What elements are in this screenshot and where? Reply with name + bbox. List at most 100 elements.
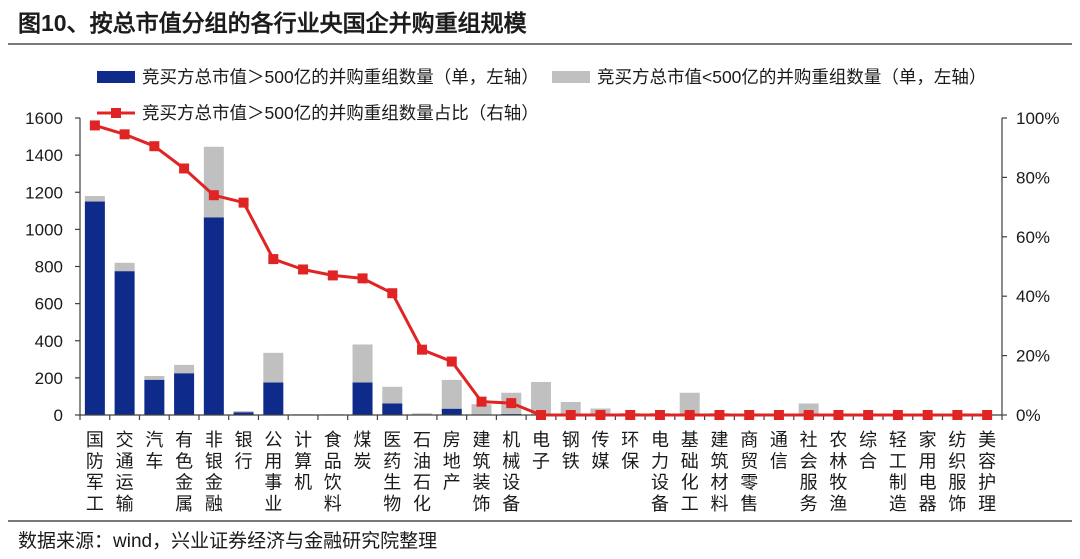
bar-small-cap-5	[203, 146, 224, 218]
ratio-marker-3	[149, 141, 160, 152]
legend: 竞买方总市值＞500亿的并购重组数量（单，左轴） 竞买方总市值<500亿的并购重…	[97, 67, 986, 123]
legend-swatch-small-cap	[552, 71, 590, 83]
bar-large-cap-13	[441, 408, 462, 415]
bar-small-cap-3	[144, 376, 165, 380]
bar-small-cap-4	[174, 364, 195, 374]
ratio-line-series	[89, 120, 993, 420]
x-tick-label: 钢铁	[562, 430, 580, 471]
y-left-tick-label: 800	[35, 258, 63, 277]
bar-small-cap-7	[263, 352, 284, 383]
y-left-axis-ticks: 0 200 400 600 800 1000 1200 1400 1600	[25, 109, 80, 425]
legend-swatch-large-cap	[97, 71, 135, 83]
x-tick-label: 国防军工	[86, 430, 104, 514]
ratio-marker-22	[714, 410, 725, 420]
x-tick-label: 传媒	[591, 430, 609, 471]
x-tick-label: 非银金融	[205, 430, 223, 514]
y-right-axis-ticks: 0% 20% 40% 60% 80% 100%	[1002, 109, 1059, 425]
source-note: 数据来源：wind，兴业证券经济与金融研究院整理	[18, 530, 437, 552]
x-tick-label: 纺织服饰	[948, 430, 966, 514]
x-tick-label: 农林牧渔	[829, 430, 847, 514]
bar-large-cap-7	[263, 382, 284, 415]
bar-large-cap-3	[144, 379, 165, 415]
y-left-tick-label: 1200	[25, 183, 63, 202]
y-right-tick-label: 60%	[1016, 228, 1050, 247]
bar-large-cap-4	[174, 373, 195, 415]
y-left-tick-label: 1600	[25, 109, 63, 128]
ratio-marker-30	[952, 410, 963, 420]
bar-small-cap-12	[412, 413, 433, 415]
ratio-marker-26	[833, 410, 844, 420]
x-tick-label: 计算机	[294, 430, 312, 493]
ratio-marker-18	[595, 410, 606, 420]
ratio-marker-17	[565, 410, 576, 420]
x-tick-label: 房地产	[443, 430, 461, 493]
ratio-marker-13	[446, 356, 457, 367]
bar-small-cap-10	[352, 344, 373, 383]
ratio-marker-8	[298, 264, 309, 275]
x-tick-label: 公用事业	[264, 430, 282, 514]
bar-small-cap-25	[798, 403, 819, 415]
ratio-marker-21	[684, 410, 695, 420]
ratio-marker-5	[208, 190, 219, 201]
ratio-marker-31	[982, 410, 993, 420]
bar-small-cap-6	[233, 411, 254, 413]
x-tick-label: 轻工制造	[889, 430, 907, 514]
x-tick-label: 通信	[770, 430, 788, 471]
ratio-marker-19	[625, 410, 636, 420]
y-left-tick-label: 1000	[25, 220, 63, 239]
y-left-tick-label: 600	[35, 295, 63, 314]
x-tick-label: 医药生物	[383, 430, 401, 514]
ratio-marker-23	[744, 410, 755, 420]
x-tick-label: 建筑材料	[710, 430, 728, 514]
x-tick-label: 社会服务	[800, 430, 818, 514]
x-tick-label: 交通运输	[116, 430, 134, 514]
bar-small-cap-14	[471, 404, 492, 415]
legend-swatch-ratio-marker	[111, 108, 121, 118]
x-tick-label: 综合	[859, 430, 877, 471]
y-left-tick-label: 200	[35, 369, 63, 388]
legend-item-large-cap: 竞买方总市值＞500亿的并购重组数量（单，左轴）	[97, 67, 539, 87]
y-right-tick-label: 0%	[1016, 406, 1041, 425]
ratio-marker-28	[892, 410, 903, 420]
ratio-marker-7	[268, 254, 279, 265]
x-tick-label: 环保	[621, 430, 639, 471]
x-tick-label: 机械设备	[502, 430, 520, 514]
ratio-marker-6	[238, 197, 249, 208]
x-tick-label: 电力设备	[651, 430, 669, 514]
x-tick-label: 石油石化	[413, 430, 431, 514]
ratio-marker-16	[536, 410, 546, 420]
ratio-marker-12	[417, 344, 428, 355]
stacked-bars	[84, 146, 998, 415]
bar-small-cap-11	[382, 386, 403, 404]
x-tick-label: 银行	[235, 430, 253, 471]
bar-large-cap-1	[84, 201, 105, 415]
legend-label-ratio: 竞买方总市值＞500亿的并购重组数量占比（右轴）	[142, 103, 539, 123]
y-right-tick-label: 20%	[1016, 347, 1050, 366]
ratio-marker-29	[922, 410, 933, 420]
ratio-line	[94, 123, 988, 417]
x-tick-label: 煤炭	[354, 430, 372, 471]
ratio-marker-15	[506, 398, 517, 409]
x-tick-label: 家用电器	[919, 430, 937, 514]
bar-large-cap-11	[382, 403, 403, 415]
legend-label-large-cap: 竞买方总市值＞500亿的并购重组数量（单，左轴）	[142, 67, 539, 87]
ratio-marker-10	[357, 273, 368, 284]
x-tick-label: 建筑装饰	[473, 430, 491, 514]
ratio-marker-24	[773, 410, 784, 420]
legend-item-small-cap: 竞买方总市值<500亿的并购重组数量（单，左轴）	[552, 67, 986, 87]
bar-small-cap-16	[531, 381, 551, 415]
bar-small-cap-2	[114, 262, 135, 272]
ratio-marker-14	[476, 396, 487, 407]
ratio-marker-4	[179, 163, 190, 174]
x-tick-label: 美容护理	[978, 430, 996, 514]
x-tick-label: 食品饮料	[324, 430, 342, 514]
bar-small-cap-1	[84, 195, 105, 202]
figure-title: 图10、按总市值分组的各行业央国企并购重组规模	[18, 10, 528, 36]
ratio-marker-9	[327, 270, 338, 281]
x-tick-label: 电子	[532, 430, 550, 471]
ratio-marker-25	[803, 410, 814, 420]
ratio-marker-11	[387, 288, 398, 299]
y-left-tick-label: 0	[54, 406, 63, 425]
